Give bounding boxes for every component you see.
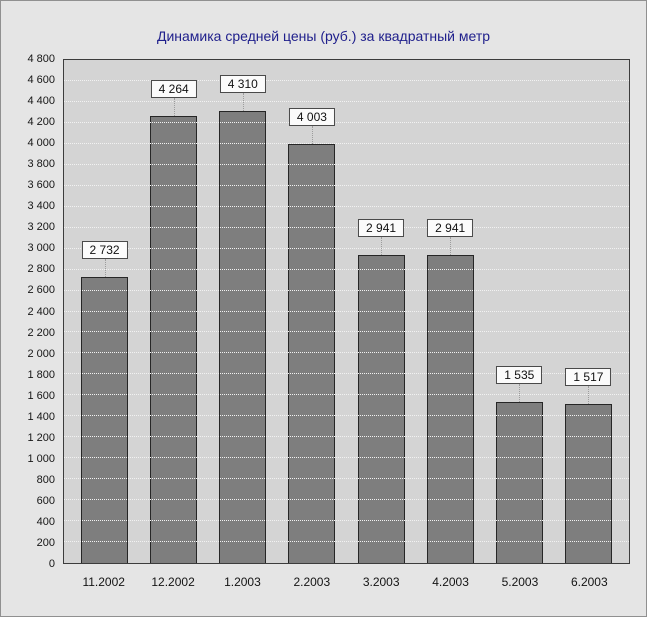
gridline xyxy=(64,163,629,165)
y-tick-label: 2 400 xyxy=(27,305,55,318)
bar-6.2003 xyxy=(564,404,612,563)
x-tick-label: 1.2003 xyxy=(224,575,261,589)
gridline xyxy=(64,331,629,333)
gridline xyxy=(64,499,629,501)
label-connector-line xyxy=(242,93,244,112)
bar-slot: 2 941 xyxy=(347,60,416,563)
y-tick-label: 2 000 xyxy=(27,347,55,360)
bar-slot: 2 941 xyxy=(416,60,485,563)
bar-12.2002 xyxy=(150,116,198,563)
gridline xyxy=(64,79,629,81)
y-tick-label: 2 600 xyxy=(27,284,55,297)
y-tick-label: 3 600 xyxy=(27,179,55,192)
bar-4.2003 xyxy=(426,254,474,563)
bar-slot: 1 517 xyxy=(554,60,623,563)
gridline xyxy=(64,142,629,144)
y-tick-label: 800 xyxy=(36,473,55,486)
gridline xyxy=(64,268,629,270)
y-tick-label: 1 000 xyxy=(27,452,55,465)
bar-value-label: 1 517 xyxy=(565,368,612,387)
bar-slot: 4 310 xyxy=(208,60,277,563)
bar-value-label: 2 732 xyxy=(81,240,128,259)
y-tick-label: 3 800 xyxy=(27,158,55,171)
gridline xyxy=(64,457,629,459)
gridline xyxy=(64,226,629,228)
x-tick-label: 6.2003 xyxy=(570,575,608,589)
label-connector-line xyxy=(381,236,383,255)
gridline xyxy=(64,478,629,480)
x-tick-label: 11.2002 xyxy=(82,575,125,589)
label-connector-line xyxy=(519,384,521,403)
bar-slot: 1 535 xyxy=(485,60,554,563)
y-tick-label: 4 000 xyxy=(27,137,55,150)
bar-value-label: 4 003 xyxy=(288,107,335,126)
y-tick-label: 200 xyxy=(36,536,55,549)
y-tick-label: 400 xyxy=(36,515,55,528)
gridline xyxy=(64,100,629,102)
y-tick-label: 4 600 xyxy=(27,74,55,87)
label-connector-line xyxy=(104,258,106,277)
y-tick-label: 1 600 xyxy=(27,389,55,402)
y-tick-label: 1 200 xyxy=(27,431,55,444)
gridline xyxy=(64,205,629,207)
bar-1.2003 xyxy=(219,111,267,563)
y-tick-label: 2 200 xyxy=(27,326,55,339)
y-tick-label: 4 800 xyxy=(27,53,55,65)
plot-area: 2 732 4 264 4 310 4 003 2 941 2 941 1 535 1 517 xyxy=(63,59,630,564)
gridline xyxy=(64,247,629,249)
label-connector-line xyxy=(311,125,313,144)
bar-5.2003 xyxy=(495,402,543,563)
chart-title: Динамика средней цены (руб.) за квадратн… xyxy=(156,28,491,44)
gridline xyxy=(64,373,629,375)
y-tick-label: 1 400 xyxy=(27,410,55,423)
y-tick-label: 1 800 xyxy=(27,368,55,381)
bars-container: 2 732 4 264 4 310 4 003 2 941 2 941 1 535 1 517 xyxy=(64,60,629,563)
x-tick-label: 2.2003 xyxy=(293,575,331,589)
y-tick-label: 2 800 xyxy=(27,263,55,276)
bar-value-label: 1 535 xyxy=(496,366,543,385)
bar-3.2003 xyxy=(357,254,405,563)
bar-value-label: 4 310 xyxy=(219,75,266,94)
gridline xyxy=(64,121,629,123)
gridline xyxy=(64,310,629,312)
x-tick-label: 4.2003 xyxy=(432,575,469,589)
bar-slot: 4 264 xyxy=(139,60,208,563)
y-axis: 0 200 400 600 800 1 000 1 200 1 400 1 600 1 800 2 … xyxy=(5,53,59,570)
bar-value-label: 2 941 xyxy=(427,218,474,237)
gridline xyxy=(64,415,629,417)
y-tick-label: 0 xyxy=(48,558,55,570)
x-axis: 11.2002 12.2002 1.2003 2.2003 3.2003 4.2003 5.… xyxy=(63,570,630,590)
gridline xyxy=(64,289,629,291)
gridline xyxy=(64,394,629,396)
y-tick-label: 3 400 xyxy=(27,200,55,213)
gridline xyxy=(64,184,629,186)
gridline xyxy=(64,436,629,438)
x-tick-label: 5.2003 xyxy=(501,575,539,589)
label-connector-line xyxy=(450,236,452,255)
bar-value-label: 2 941 xyxy=(358,218,405,237)
y-tick-label: 600 xyxy=(36,494,55,507)
gridline xyxy=(64,520,629,522)
gridline xyxy=(64,541,629,543)
gridline xyxy=(64,352,629,354)
bar-11.2002 xyxy=(81,276,129,563)
label-connector-line xyxy=(173,98,175,117)
y-tick-label: 4 400 xyxy=(27,95,55,108)
y-tick-label: 4 200 xyxy=(27,116,55,129)
y-tick-label: 3 000 xyxy=(27,242,55,255)
bar-value-label: 4 264 xyxy=(150,80,197,99)
label-connector-line xyxy=(588,386,590,405)
bar-slot: 4 003 xyxy=(277,60,346,563)
x-tick-label: 12.2002 xyxy=(151,575,195,589)
bar-slot: 2 732 xyxy=(70,60,139,563)
y-tick-label: 3 200 xyxy=(27,221,55,234)
x-tick-label: 3.2003 xyxy=(362,575,400,589)
